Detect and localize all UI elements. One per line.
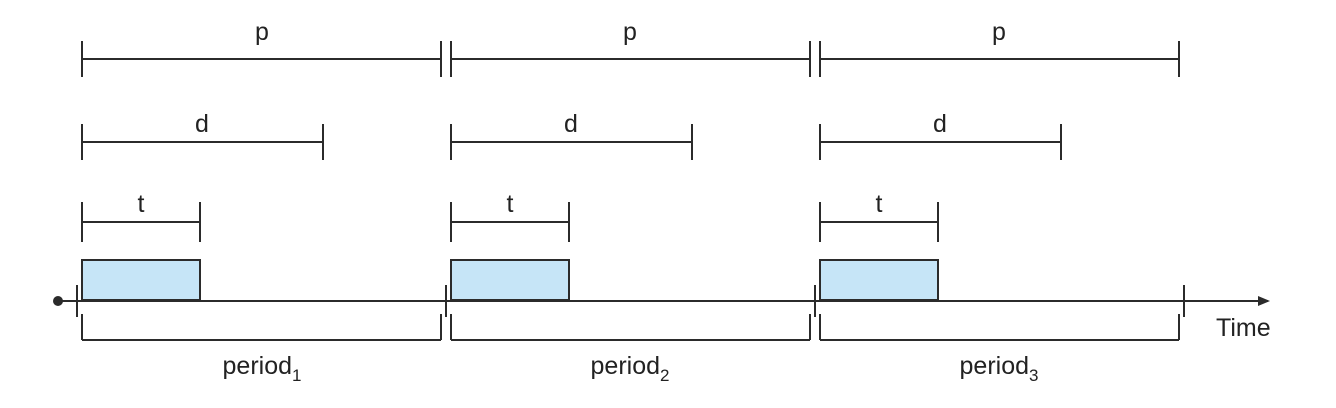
p-span-1: p bbox=[81, 18, 442, 77]
period-bracket-3 bbox=[814, 285, 1185, 341]
period-group-1: p d t period1 bbox=[76, 18, 442, 385]
period-group-2: p d t period2 bbox=[445, 18, 811, 385]
axis-label-time: Time bbox=[1216, 314, 1271, 342]
p-span-2: p bbox=[450, 18, 811, 77]
d-label-2: d bbox=[564, 110, 578, 138]
d-span-2: d bbox=[450, 110, 693, 160]
t-label-3: t bbox=[876, 190, 883, 218]
period-label-2: period2 bbox=[591, 352, 670, 385]
p-label-3: p bbox=[992, 18, 1006, 46]
p-label-1: p bbox=[255, 18, 269, 46]
d-span-1: d bbox=[81, 110, 324, 160]
job-block-3 bbox=[819, 259, 939, 301]
period-label-1: period1 bbox=[223, 352, 302, 385]
t-span-3: t bbox=[819, 190, 939, 242]
period-bracket-2 bbox=[445, 285, 811, 341]
period-label-3: period3 bbox=[960, 352, 1039, 385]
p-label-2: p bbox=[623, 18, 637, 46]
time-axis: Time bbox=[53, 296, 1271, 342]
t-span-1: t bbox=[81, 190, 201, 242]
p-span-3: p bbox=[819, 18, 1180, 77]
t-label-1: t bbox=[138, 190, 145, 218]
d-span-3: d bbox=[819, 110, 1062, 160]
d-label-1: d bbox=[195, 110, 209, 138]
d-label-3: d bbox=[933, 110, 947, 138]
job-block-2 bbox=[450, 259, 570, 301]
period-group-3: p d t period3 bbox=[814, 18, 1185, 385]
t-span-2: t bbox=[450, 190, 570, 242]
t-label-2: t bbox=[507, 190, 514, 218]
job-block-1 bbox=[81, 259, 201, 301]
period-bracket-1 bbox=[76, 285, 442, 341]
